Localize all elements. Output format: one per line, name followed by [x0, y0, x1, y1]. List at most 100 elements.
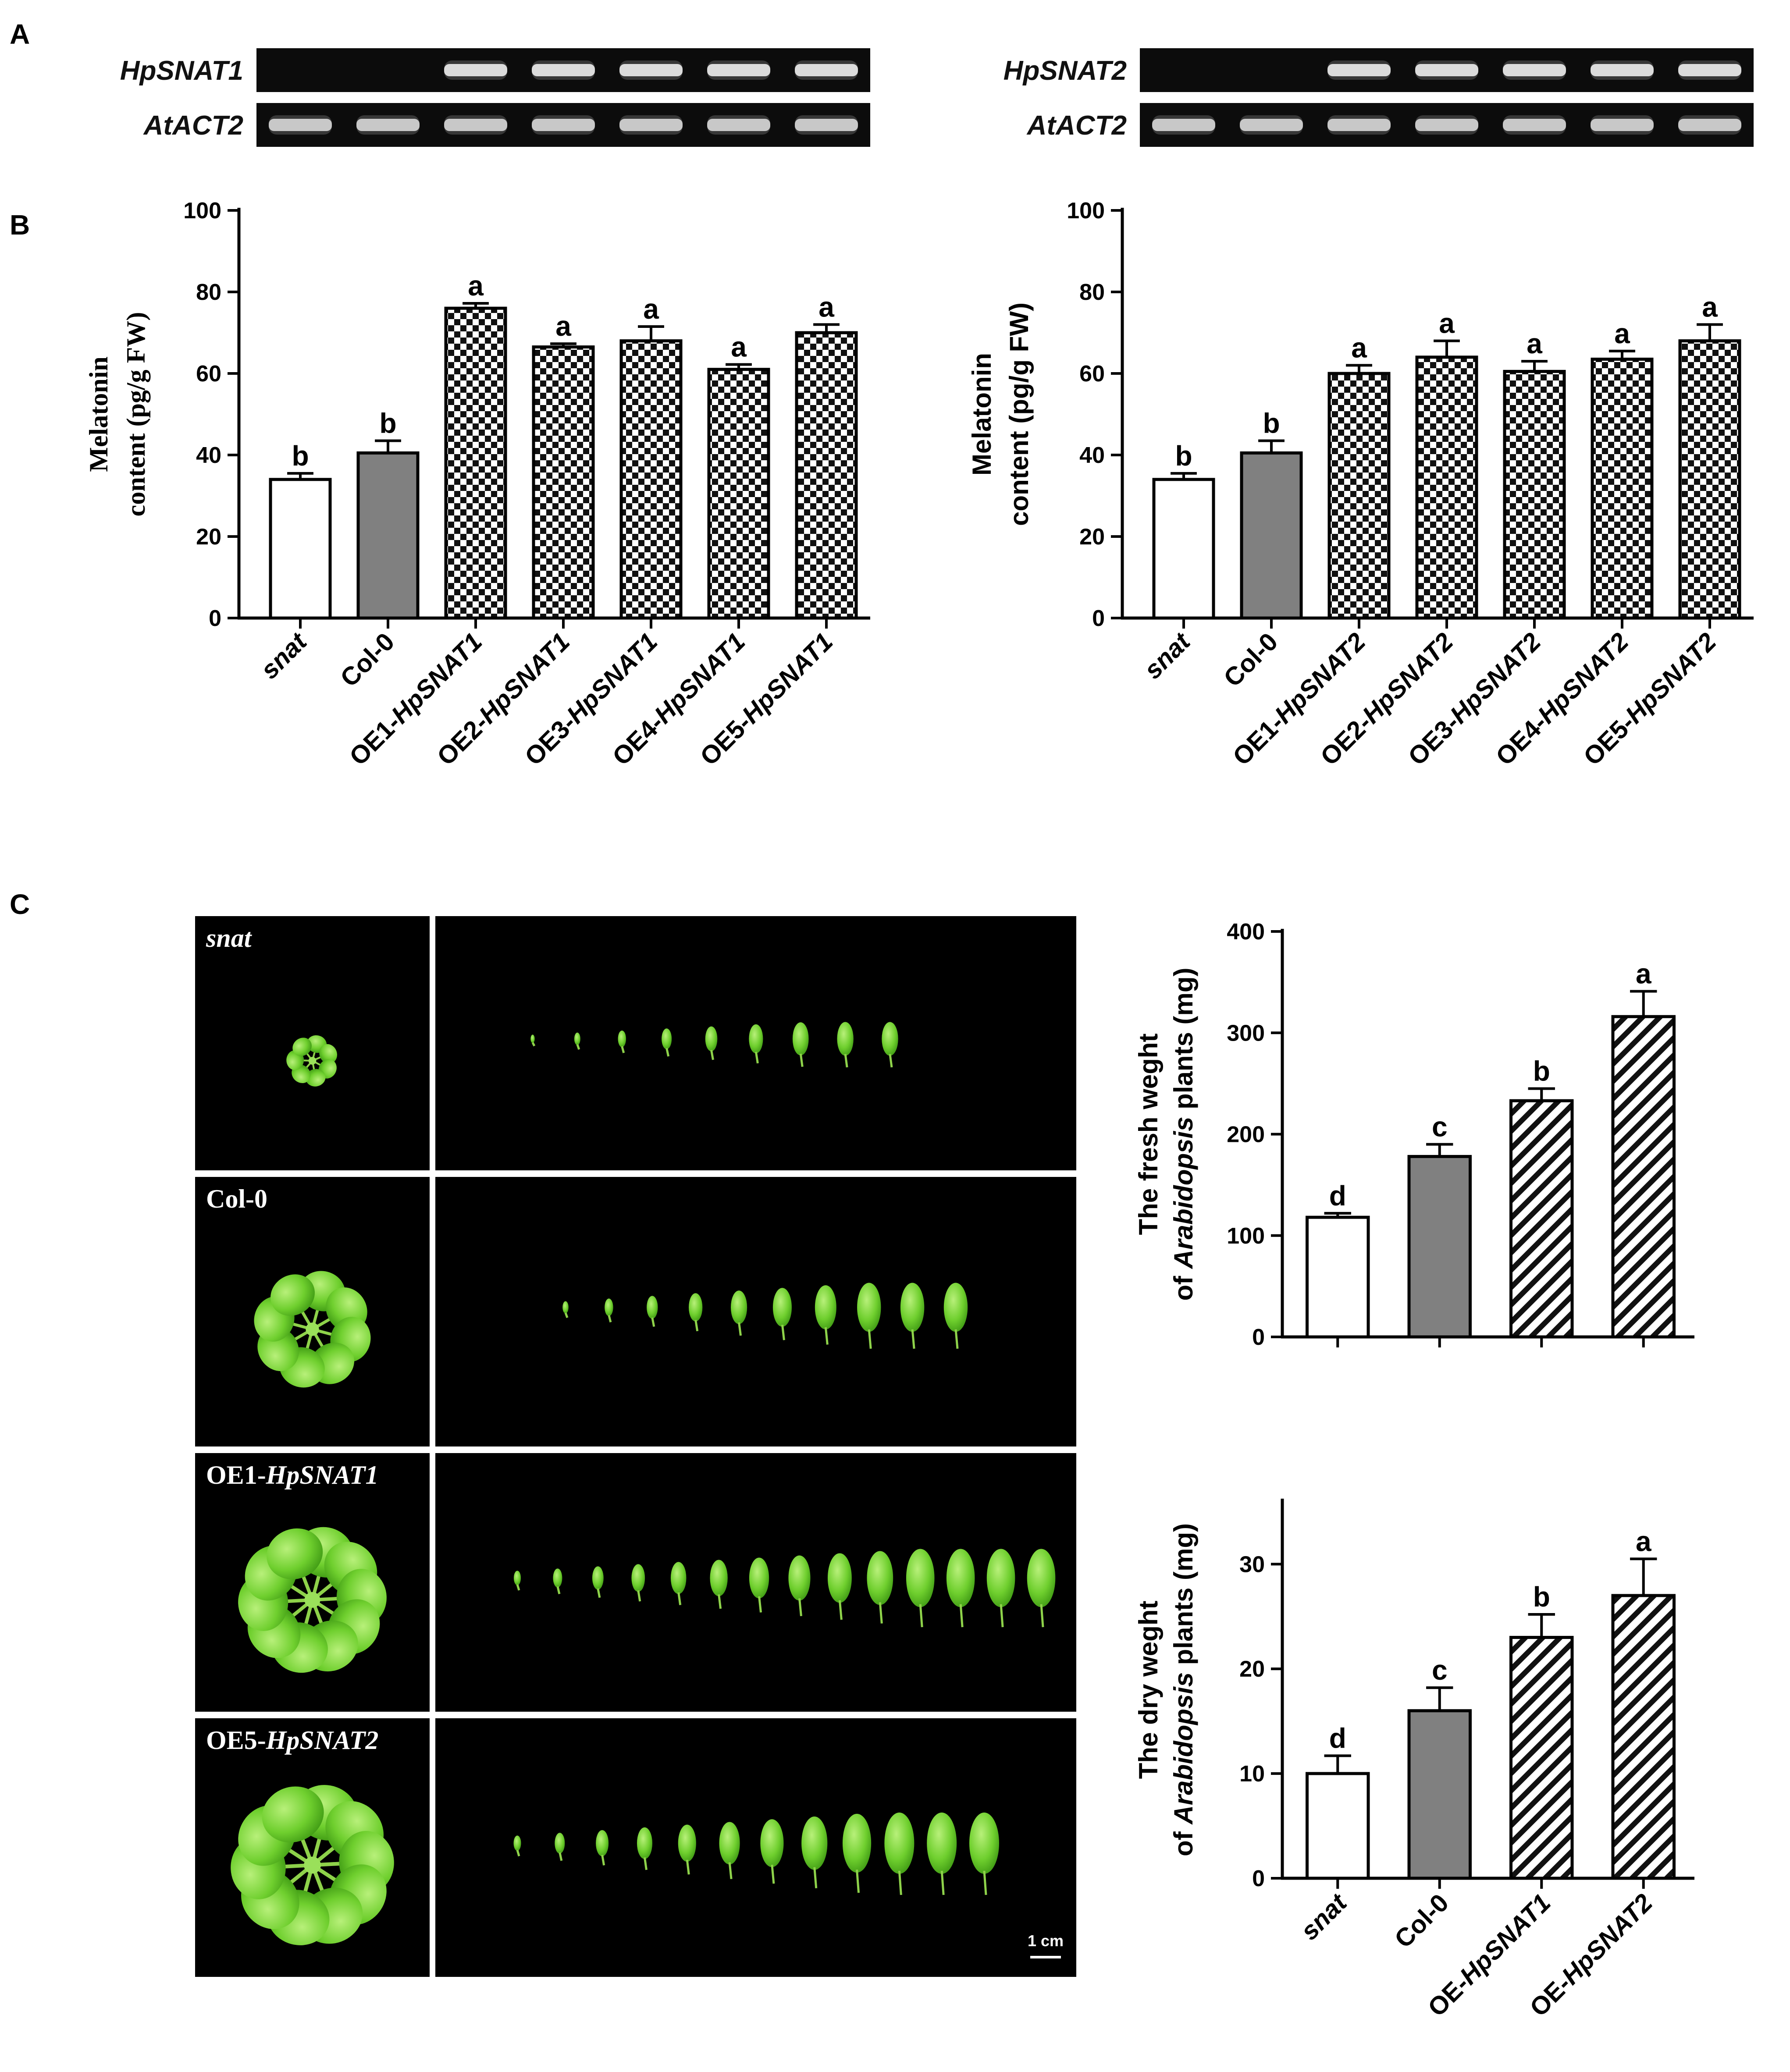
significance-letter: c — [1432, 1111, 1448, 1143]
detached-leaf-petiole — [758, 1596, 762, 1613]
detached-leaf-petiole — [608, 1315, 612, 1322]
gel-band-glow — [619, 115, 683, 135]
detached-leaf-petiole — [516, 1584, 520, 1591]
photo-genotype-label-plain: Col-0 — [206, 1184, 267, 1213]
detached-leaf-blade — [788, 1555, 811, 1601]
detached-leaf-blade — [596, 1830, 609, 1856]
detached-leaf-blade — [730, 1290, 747, 1324]
detached-leaf-petiole — [643, 1857, 648, 1870]
detached-leaf-petiole — [564, 1312, 569, 1318]
y-axis-label-line1: The fresh weght — [1134, 1033, 1163, 1235]
y-tick-label: 300 — [1227, 1020, 1265, 1046]
scale-bar-label: 1 cm — [1028, 1932, 1064, 1950]
detached-leaf-petiole — [1000, 1604, 1004, 1628]
bar — [1591, 357, 1654, 620]
detached-leaf-blade — [867, 1551, 893, 1605]
x-category-text: Col-0 — [1389, 1888, 1454, 1953]
gel-band — [1503, 119, 1566, 131]
detached-leaf-petiole — [879, 1602, 883, 1624]
gel-band-glow — [269, 115, 332, 135]
gel-band-glow — [444, 115, 507, 135]
y-axis-label-pre: of — [1169, 1824, 1198, 1856]
gel-band-glow — [444, 60, 507, 80]
gel-band — [1327, 119, 1391, 131]
y-tick-label: 100 — [1227, 1223, 1265, 1249]
bar — [1611, 1594, 1676, 1880]
y-axis-label-line1: Melatonin — [84, 356, 113, 472]
detached-leaf-petiole — [856, 1869, 860, 1893]
x-category-text-italic: HpSNAT1 — [1454, 1888, 1556, 1990]
significance-letter: d — [1329, 1723, 1346, 1754]
photo-genotype-label-plain: OE1- — [206, 1461, 266, 1489]
gel-band-glow — [1415, 60, 1478, 80]
detached-leaf-blade — [662, 1028, 672, 1049]
detached-leaf-petiole — [516, 1850, 520, 1857]
x-category-text-italic: snat — [255, 626, 313, 684]
gel-gene-label: HpSNAT2 — [1004, 56, 1127, 86]
rosette-center — [308, 1057, 317, 1065]
bar — [619, 339, 683, 620]
detached-leaf-blade — [815, 1285, 836, 1329]
bar — [1503, 370, 1566, 620]
detached-leaf-blade — [637, 1827, 652, 1859]
significance-letter: a — [1702, 291, 1718, 323]
significance-letter: a — [555, 310, 571, 342]
y-tick-label: 100 — [183, 198, 221, 224]
detached-leaf-blade — [605, 1298, 613, 1316]
plant-photo-grid: snat Col-0 OE1-HpSNAT1 OE5-HpSNAT2 1 cm — [193, 914, 1078, 1979]
gel-band — [1415, 64, 1478, 76]
gel-band-glow — [532, 115, 595, 135]
significance-letter: a — [468, 270, 484, 302]
detached-leaf-petiole — [686, 1859, 690, 1875]
bar — [1306, 1772, 1370, 1880]
x-category-label: snat — [255, 626, 313, 684]
rosette-blade — [270, 1274, 315, 1316]
y-tick-label: 60 — [1079, 361, 1105, 387]
gel-band — [356, 119, 420, 131]
gel-band — [1678, 119, 1741, 131]
detached-leaf-petiole — [738, 1322, 742, 1336]
photo-genotype-label: OE1-HpSNAT1 — [206, 1461, 378, 1489]
detached-leaf-blade — [647, 1296, 658, 1319]
detached-leaf-petiole — [531, 1042, 536, 1047]
significance-letter: a — [1614, 318, 1630, 349]
detached-leaf-petiole — [597, 1588, 601, 1598]
detached-leaf-blade — [772, 1288, 792, 1327]
detached-leaf-blade — [906, 1549, 935, 1607]
gel-band — [1678, 64, 1741, 76]
y-tick-label: 400 — [1227, 919, 1265, 945]
detached-leaf-blade — [574, 1032, 580, 1045]
gel-gene-label: HpSNAT1 — [120, 56, 243, 86]
detached-leaf-petiole — [868, 1329, 872, 1349]
significance-letter: a — [1439, 308, 1455, 339]
detached-leaf-blade — [986, 1549, 1015, 1607]
y-axis-label-line2: of Arabidopsis plants (mg) — [1169, 1523, 1198, 1856]
x-category-text-italic: HpSNAT2 — [1620, 627, 1722, 729]
photo-genotype-label: snat — [206, 924, 253, 952]
detached-leaf-petiole — [954, 1329, 959, 1349]
significance-letter: c — [1432, 1654, 1448, 1686]
detached-leaf-blade — [882, 1022, 898, 1056]
detached-leaf-blade — [884, 1813, 915, 1874]
bar — [1327, 372, 1391, 620]
detached-leaf-blade — [837, 1022, 854, 1056]
detached-leaf-petiole — [983, 1870, 987, 1895]
detached-leaf-blade — [749, 1024, 763, 1054]
y-tick-label: 0 — [209, 606, 221, 631]
detached-leaf-petiole — [813, 1867, 818, 1888]
x-category-text: Col-0 — [1218, 627, 1283, 692]
significance-letter: b — [379, 407, 396, 439]
rosette-blade — [319, 1044, 338, 1064]
photo-leaves-panel — [435, 1718, 1076, 1977]
detached-leaf-petiole — [959, 1604, 964, 1628]
rosette-blade — [267, 1528, 323, 1580]
photo-genotype-label-italic: HpSNAT2 — [266, 1726, 379, 1755]
bar — [1509, 1636, 1574, 1880]
y-tick-label: 80 — [1079, 280, 1105, 305]
gel-band-glow — [356, 115, 420, 135]
y-tick-label: 0 — [1252, 1866, 1265, 1891]
gel-band — [444, 64, 507, 76]
gel-band — [1415, 119, 1478, 131]
photo-genotype-label-plain: OE5- — [206, 1726, 266, 1755]
